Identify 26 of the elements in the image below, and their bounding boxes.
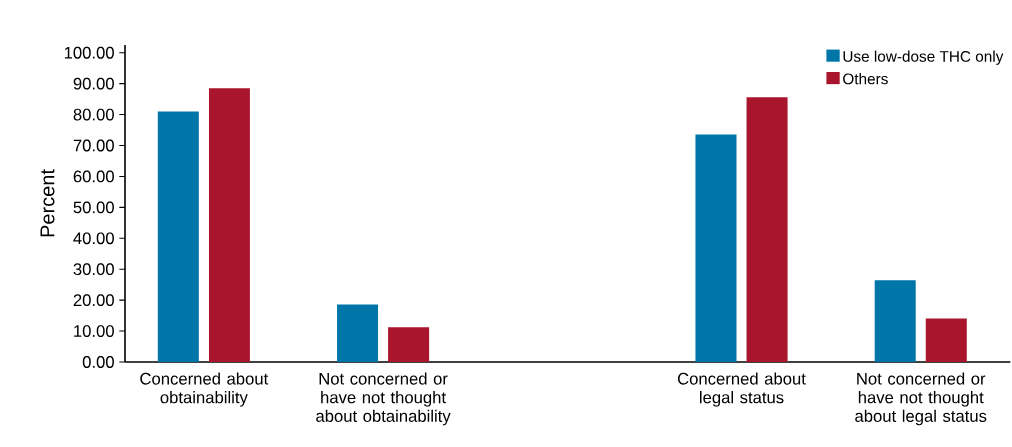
y-tick-label: 0.00 xyxy=(82,356,114,368)
bar xyxy=(208,88,250,362)
x-tick-label: Not concerned or have not thought about legal status xyxy=(855,372,987,426)
bar xyxy=(746,97,788,362)
y-axis-title: Percent xyxy=(40,169,55,237)
bar xyxy=(925,318,967,362)
legend-label: Use low-dose THC only xyxy=(843,50,1004,65)
y-tick-label: 10.00 xyxy=(74,325,114,337)
y-tick-label: 70.00 xyxy=(73,139,114,152)
legend-label: Others xyxy=(843,73,888,85)
y-tick-label: 30.00 xyxy=(73,263,114,276)
y-tick-label: 40.00 xyxy=(73,232,114,245)
y-tick-label: 20.00 xyxy=(73,294,114,307)
y-tick-label: 90.00 xyxy=(73,77,114,90)
x-tick-label: Not concerned or have not thought about obtainability xyxy=(316,372,451,426)
y-tick-label: 60.00 xyxy=(73,170,114,183)
y-tick-label: 50.00 xyxy=(73,201,114,214)
bar xyxy=(695,134,737,362)
y-tick-label: 80.00 xyxy=(73,108,114,121)
bar xyxy=(874,280,916,362)
bar xyxy=(157,111,199,362)
bar xyxy=(337,304,379,362)
bar xyxy=(388,327,430,362)
y-tick-label: 100.00 xyxy=(64,46,114,59)
x-tick-label: Concerned about legal status xyxy=(677,372,806,407)
x-tick-label: Concerned about obtainability xyxy=(140,372,269,407)
